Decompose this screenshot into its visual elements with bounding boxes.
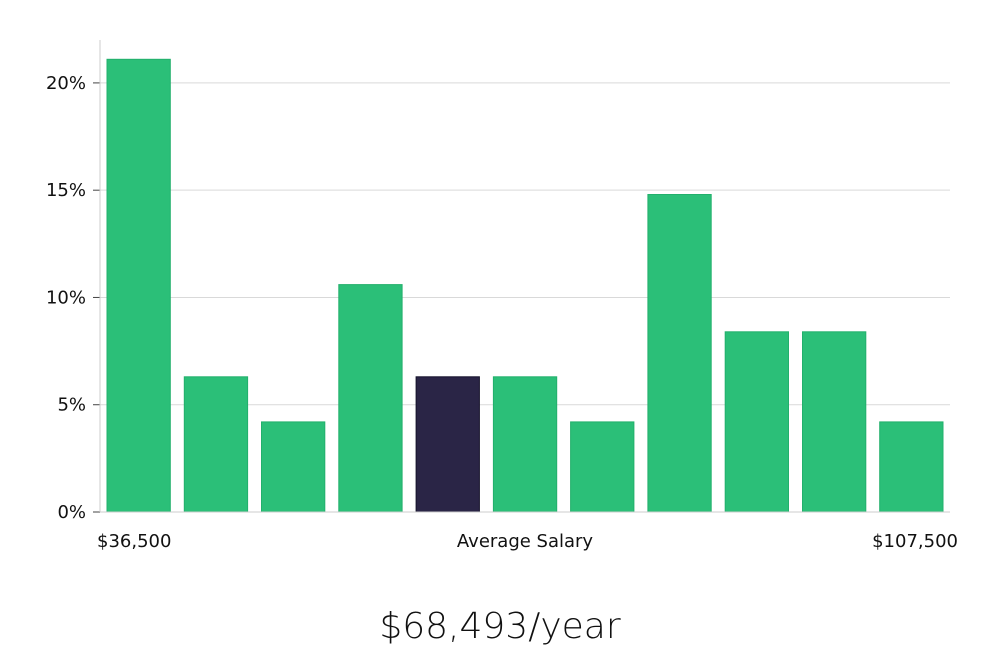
average-salary-value: $68,493/year [379, 606, 621, 647]
y-tick-label: 10% [46, 287, 86, 308]
bar [647, 194, 712, 513]
y-tick-label: 20% [46, 73, 86, 94]
bar-highlighted [415, 376, 480, 513]
salary-histogram: 0% 5% 10% 15% 20% $36,500 Average Salary $10… [46, 40, 958, 552]
x-max-label: $107,500 [872, 531, 958, 552]
bar [183, 376, 249, 513]
bar [879, 421, 944, 513]
bar [106, 58, 171, 513]
bar [802, 331, 867, 513]
bar [724, 331, 790, 513]
bars [106, 58, 944, 513]
bar [338, 284, 403, 513]
x-axis-title: Average Salary [457, 531, 594, 552]
x-min-label: $36,500 [97, 531, 171, 552]
y-tick-label: 0% [57, 502, 86, 523]
y-tick-label: 15% [46, 180, 86, 201]
bar [492, 376, 558, 513]
y-tick-label: 5% [57, 395, 86, 416]
bar [261, 421, 326, 513]
y-axis-ticks: 0% 5% 10% 15% 20% [46, 73, 100, 523]
bar [570, 421, 635, 513]
